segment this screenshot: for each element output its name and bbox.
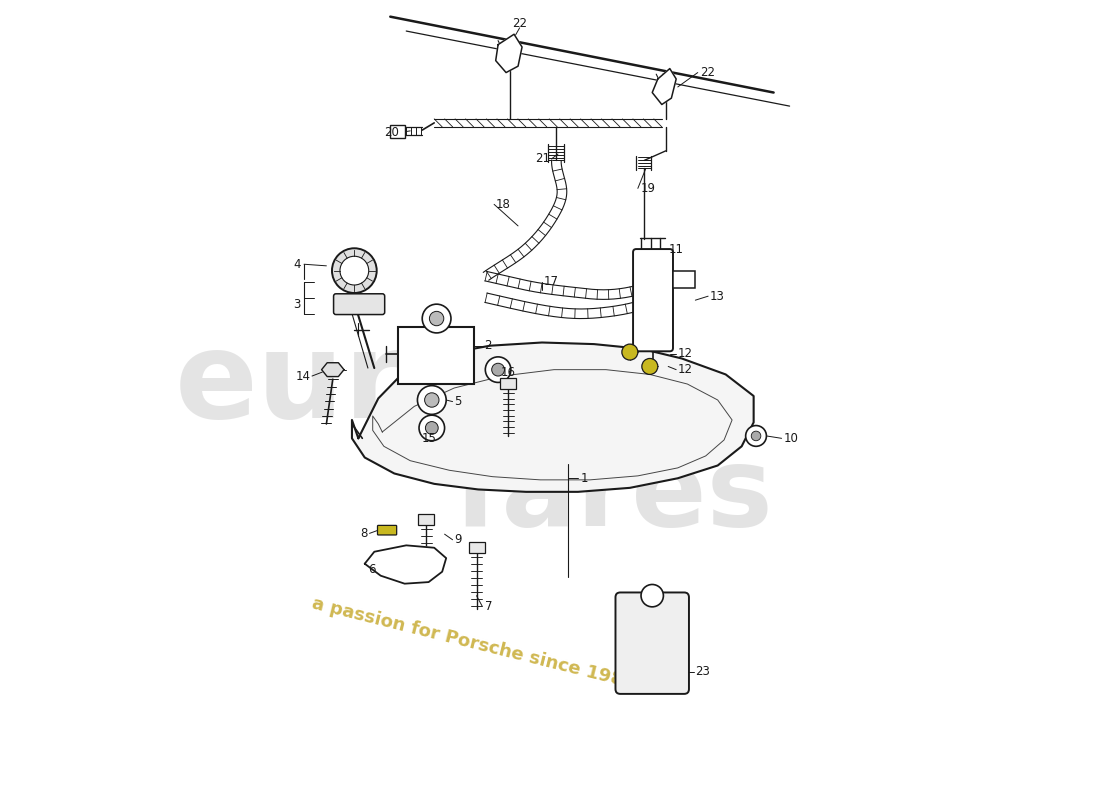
Circle shape: [340, 256, 368, 285]
Text: 6: 6: [368, 563, 376, 576]
Polygon shape: [365, 546, 447, 584]
Polygon shape: [321, 362, 344, 377]
Text: 12: 12: [678, 363, 693, 376]
Circle shape: [751, 431, 761, 441]
Polygon shape: [352, 342, 754, 492]
Text: 7: 7: [484, 599, 492, 613]
Text: 14: 14: [296, 370, 310, 382]
Text: 18: 18: [496, 198, 510, 211]
Circle shape: [621, 344, 638, 360]
Text: 2: 2: [484, 339, 492, 352]
Circle shape: [641, 585, 663, 607]
Text: 3: 3: [294, 298, 300, 310]
Text: 22: 22: [513, 17, 527, 30]
Text: 22: 22: [700, 66, 715, 79]
Circle shape: [419, 415, 444, 441]
Text: 4: 4: [294, 258, 300, 270]
Text: 17: 17: [543, 275, 559, 288]
Text: 11: 11: [668, 243, 683, 256]
Circle shape: [485, 357, 510, 382]
Text: 19: 19: [640, 182, 656, 195]
Bar: [500, 378, 517, 389]
Circle shape: [426, 422, 438, 434]
Text: 20: 20: [384, 126, 399, 139]
Text: 15: 15: [421, 432, 437, 445]
Text: euro: euro: [175, 326, 488, 442]
Text: 23: 23: [695, 665, 711, 678]
Bar: [673, 270, 695, 288]
Circle shape: [492, 363, 505, 376]
FancyBboxPatch shape: [616, 593, 689, 694]
Circle shape: [746, 426, 767, 446]
Text: 16: 16: [500, 366, 516, 378]
Circle shape: [417, 386, 447, 414]
FancyBboxPatch shape: [634, 249, 673, 351]
Bar: [469, 542, 484, 553]
FancyBboxPatch shape: [377, 526, 397, 535]
FancyBboxPatch shape: [398, 326, 474, 384]
Text: 5: 5: [454, 395, 462, 408]
Text: 8: 8: [361, 527, 367, 540]
Circle shape: [332, 248, 376, 293]
Circle shape: [422, 304, 451, 333]
Text: a passion for Porsche since 1985: a passion for Porsche since 1985: [310, 594, 637, 693]
Bar: [390, 126, 405, 138]
Text: 21: 21: [535, 152, 550, 166]
Text: 12: 12: [678, 347, 693, 360]
Text: 9: 9: [454, 534, 462, 546]
Circle shape: [429, 311, 443, 326]
Circle shape: [641, 358, 658, 374]
FancyBboxPatch shape: [333, 294, 385, 314]
Text: 1: 1: [581, 472, 587, 485]
Text: 10: 10: [783, 432, 799, 445]
Polygon shape: [496, 34, 522, 73]
Polygon shape: [652, 69, 676, 105]
Text: fares: fares: [454, 442, 774, 550]
Bar: [418, 514, 434, 525]
Text: 13: 13: [710, 290, 725, 302]
Circle shape: [425, 393, 439, 407]
